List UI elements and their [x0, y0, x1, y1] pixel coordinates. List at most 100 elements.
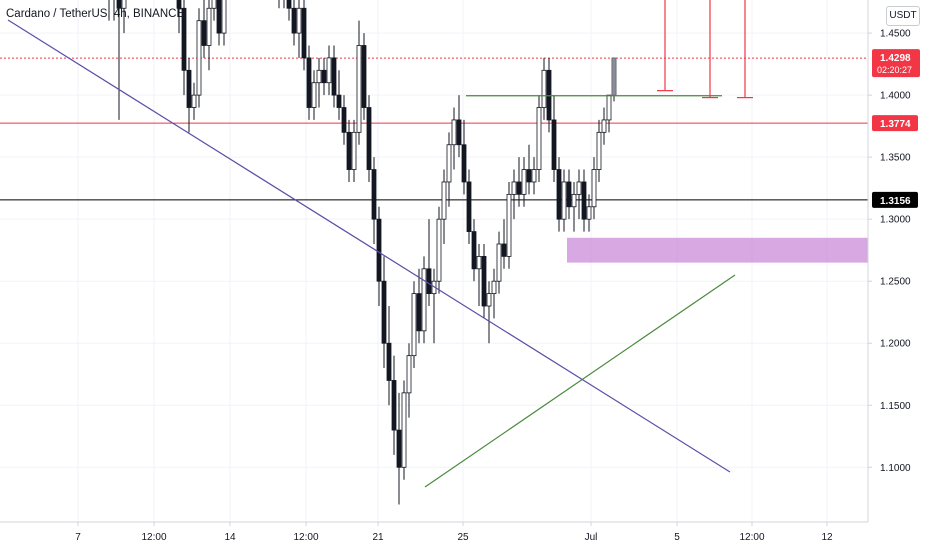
candle-body: [531, 169, 537, 183]
candle-body: [456, 119, 462, 146]
candle-body: [436, 218, 442, 282]
price-tick-label: 1.1000: [880, 463, 911, 474]
candle-body: [441, 181, 447, 220]
price-tick-label: 1.4500: [880, 29, 911, 40]
candle-body: [416, 293, 422, 332]
time-tick-label: 25: [457, 532, 469, 543]
candle-body: [561, 181, 567, 220]
candle-body: [351, 131, 357, 170]
price-tick-label: 1.3500: [880, 153, 911, 164]
candle-body: [206, 7, 212, 46]
candle-body: [336, 94, 342, 108]
candle-body: [476, 255, 482, 270]
candle-body: [571, 193, 577, 208]
candle-body: [511, 181, 517, 195]
ascending-trendline: [424, 274, 736, 488]
candle-body: [576, 181, 582, 195]
price-tick-label: 1.2500: [880, 277, 911, 288]
time-axis[interactable]: [0, 522, 932, 550]
price-level-badge: [872, 191, 918, 208]
candle-body: [536, 107, 542, 170]
candle-body: [461, 144, 467, 183]
candle-body: [301, 7, 307, 59]
candle-body: [401, 392, 407, 468]
candle-body: [586, 206, 592, 220]
candle-body: [591, 169, 597, 208]
candle-body: [121, 0, 127, 9]
candle-body: [376, 218, 382, 282]
candle-body: [491, 280, 497, 295]
time-tick-label: Jul: [585, 532, 598, 543]
price-tick-label: 1.3000: [880, 215, 911, 226]
time-tick-label: 14: [224, 532, 236, 543]
candle-body: [466, 181, 472, 232]
demand-zone: [567, 237, 868, 263]
candle-body: [411, 293, 417, 357]
price-level-badge-label: 1.3774: [880, 119, 911, 130]
price-level-badge-label: 1.3156: [880, 196, 911, 207]
candle-body: [311, 82, 317, 108]
candle-body: [516, 181, 522, 195]
candle-body: [191, 94, 197, 108]
candle-body: [451, 119, 457, 146]
last-candle: [611, 57, 617, 96]
candle-body: [371, 169, 377, 220]
candle-body: [366, 107, 372, 170]
candle-body: [186, 69, 192, 108]
time-tick-label: 21: [372, 532, 384, 543]
time-tick-label: 7: [75, 532, 81, 543]
candle-body: [316, 69, 322, 84]
candle-body: [406, 355, 412, 394]
price-axis[interactable]: [868, 0, 932, 550]
price-tick-label: 1.1500: [880, 401, 911, 412]
currency-button[interactable]: USDT: [886, 6, 920, 26]
candle-body: [546, 69, 552, 121]
candle-body: [306, 57, 312, 108]
price-level-badge: [872, 115, 918, 132]
candle-body: [181, 7, 187, 71]
chart-title: Cardano / TetherUS, 4h, BINANCE: [6, 8, 185, 20]
price-tick-label: 1.2000: [880, 339, 911, 350]
candle-body: [446, 144, 452, 183]
candle-body: [326, 57, 332, 84]
last-price-badge: [872, 49, 920, 78]
candle-body: [341, 107, 347, 133]
candle-body: [501, 243, 507, 257]
candle-body: [541, 69, 547, 108]
candle-body: [331, 57, 337, 96]
candle-body: [216, 0, 222, 34]
descending-trendline: [7, 19, 731, 473]
candle-body: [356, 45, 362, 133]
countdown-label: 02:20:27: [877, 65, 912, 75]
candle-body: [221, 0, 227, 34]
candle-body: [381, 280, 387, 344]
candle-body: [201, 20, 207, 46]
time-tick-label: 12:00: [739, 532, 764, 543]
candle-body: [551, 119, 557, 170]
candle-body: [506, 193, 512, 257]
candle-body: [606, 94, 612, 121]
time-tick-label: 12:00: [141, 532, 166, 543]
candle-body: [176, 0, 182, 9]
candle-body: [116, 0, 122, 9]
candle-body: [426, 268, 432, 295]
candle-body: [386, 342, 392, 381]
price-tick-label: 1.4000: [880, 91, 911, 102]
candle-body: [481, 255, 487, 307]
candle-body: [346, 131, 352, 170]
candle-body: [361, 45, 367, 108]
candle-body: [296, 7, 302, 34]
candle-body: [496, 243, 502, 282]
time-tick-label: 12:00: [293, 532, 318, 543]
candle-body: [391, 380, 397, 431]
candle-body: [471, 231, 477, 270]
candle-body: [321, 69, 327, 84]
candle-body: [566, 181, 572, 208]
candle-body: [596, 131, 602, 170]
candle-body: [196, 20, 202, 96]
candle-body: [581, 181, 587, 220]
candle-body: [521, 169, 527, 195]
candle-body: [526, 169, 532, 183]
last-price-label: 1.4298: [880, 53, 911, 64]
